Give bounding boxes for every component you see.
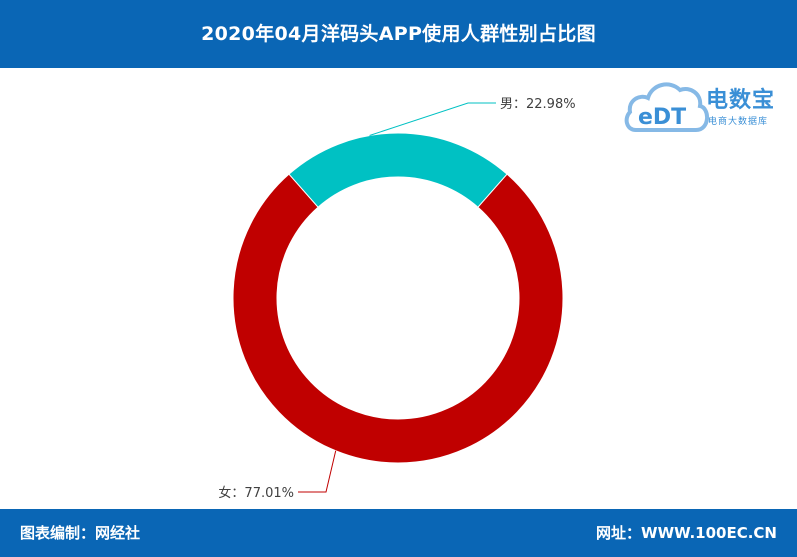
header-bar [0, 0, 797, 68]
logo-mark: eDT [638, 105, 686, 130]
cloud-logo-icon: eDT [624, 82, 709, 132]
footer-credit: 图表编制：网经社 [20, 524, 141, 542]
leader-line-1 [298, 450, 337, 493]
leader-line-0 [369, 102, 496, 136]
logo-subtitle: 电商大数据库 [708, 117, 769, 127]
donut-chart: 男：22.98% 女：77.01% [218, 97, 576, 501]
donut-slice-0 [288, 132, 508, 208]
data-label-0: 男：22.98% [500, 97, 576, 112]
data-label-1: 女：77.01% [218, 485, 294, 501]
chart-title: 2020年04月洋码头APP使用人群性别占比图 [201, 23, 596, 45]
donut-slice-1 [232, 173, 564, 464]
logo: eDT 电数宝 电商大数据库 [624, 74, 794, 140]
footer-website: 网址：WWW.100EC.CN [596, 524, 777, 542]
logo-name: 电数宝 [706, 88, 776, 113]
footer-bar: 图表编制：网经社 网址：WWW.100EC.CN [0, 509, 797, 557]
